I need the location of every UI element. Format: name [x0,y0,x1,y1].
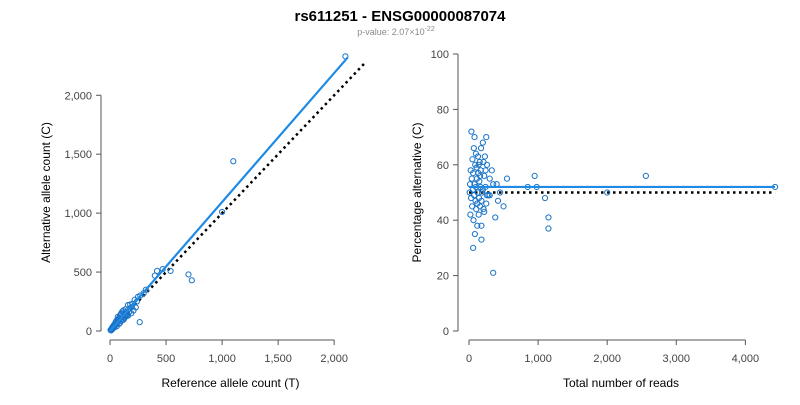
data-point [481,153,488,160]
fit-line [109,56,349,332]
data-point [470,217,477,224]
x-axis-title: Reference allele count (T) [161,376,299,390]
data-point [218,208,226,216]
x-tick-label: 3,000 [663,353,691,365]
data-point [471,230,478,238]
data-point [481,208,488,215]
data-point [492,214,499,221]
data-point [545,225,552,232]
data-point [480,158,487,166]
y-axis-title: Alternative allele count (C) [39,122,53,263]
data-point [496,189,504,196]
data-point [471,134,478,141]
data-point [467,194,475,202]
left-scatter-panel: 0 500 1,000 1,500 2,000 0 500 1,000 1,500 2,000 Re… [39,53,366,390]
data-point [472,150,480,157]
data-point [467,167,474,174]
data-point [474,222,481,229]
data-point [500,203,507,210]
data-point [476,172,484,179]
data-point [466,189,473,196]
subtitle-exponent: -22 [425,26,435,33]
y-tick-label: 20 [437,271,449,283]
data-point [479,139,486,146]
y-tick-label: 40 [437,215,449,227]
data-point [467,211,474,218]
data-point [472,161,479,168]
data-point [642,172,649,179]
data-point [483,161,491,168]
data-point [490,269,497,276]
data-point [472,197,479,204]
data-point [469,203,476,210]
data-point [483,200,490,207]
data-point [107,326,114,334]
data-point [503,175,511,182]
data-point [494,197,502,204]
x-axis-title: Total number of reads [563,376,679,390]
data-point [478,222,485,229]
chart-subtitle: p-value: 2.07×10-22 [357,26,435,37]
data-point [142,286,149,293]
data-point [476,158,483,166]
data-point [483,192,491,199]
y-tick-label: 1,000 [64,208,92,220]
x-tick-label: 500 [157,353,175,365]
data-point [136,319,143,326]
data-point [488,167,495,174]
y-tick-label: 0 [86,326,92,338]
x-tick-label: 1,000 [208,353,236,365]
data-point [482,167,489,174]
x-tick-label: 1,000 [524,353,552,365]
x-tick-label: 1,500 [264,353,292,365]
data-point [479,189,486,196]
x-tick-label: 4,000 [732,353,760,365]
data-point [475,161,482,168]
y-tick-label: 0 [443,326,449,338]
data-point [468,175,475,182]
chart-title: rs611251 - ENSG00000087074 [294,8,506,25]
y-tick-label: 500 [74,267,92,279]
y-tick-label: 60 [437,160,449,172]
data-point [470,145,477,152]
data-point [230,158,237,165]
data-point [468,128,475,135]
data-point [188,277,195,284]
data-point [486,192,493,199]
y-axis-title: Percentage alternative (C) [410,122,424,262]
data-point [167,267,174,274]
x-tick-label: 0 [466,353,472,365]
y-tick-label: 100 [431,49,449,61]
data-point [483,134,490,141]
y-tick-label: 2,000 [64,90,92,102]
right-scatter-panel: 0 1,000 2,000 3,000 4,000 0 20 40 60 80 100 Total n… [410,49,779,390]
data-point [470,244,477,251]
data-point [132,304,139,311]
data-point [545,214,552,221]
data-point [475,211,482,218]
data-point [185,271,192,278]
subtitle-prefix: p-value: 2.07×10 [357,27,424,37]
data-point [604,189,611,196]
x-tick-label: 2,000 [593,353,621,365]
expected-reference-line [109,62,366,332]
y-tick-label: 80 [437,104,449,116]
data-point [473,206,480,213]
data-point [478,236,485,243]
data-point [477,145,485,152]
data-point [481,172,488,179]
data-point [531,172,538,179]
x-tick-label: 0 [107,353,113,365]
data-point [478,197,485,204]
data-point [541,194,549,202]
data-point [469,156,476,163]
y-tick-label: 1,500 [64,149,92,161]
x-tick-label: 2,000 [320,353,348,365]
data-point [486,175,493,182]
